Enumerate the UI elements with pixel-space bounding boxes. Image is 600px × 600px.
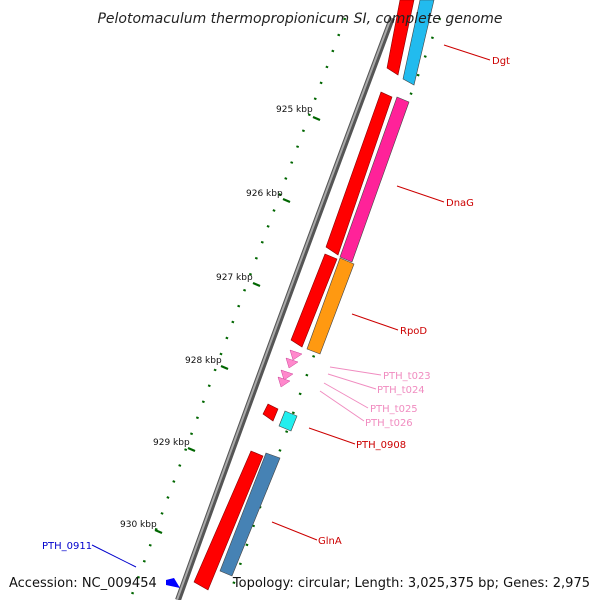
scale-label-929: 929 kbp [153,438,190,448]
leader-dnag [396,185,445,203]
gene-glna-forward [193,450,264,591]
gene-label-pth-t025: PTH_t025 [370,404,418,415]
map-title: Pelotomaculum thermopropionicum SI, comp… [97,11,502,27]
scale-ticks [154,115,321,535]
scale-label-926: 926 kbp [246,189,283,199]
leader-glna [271,521,318,541]
leader-pth-t025 [323,382,369,409]
trna-pth-t023 [289,349,303,361]
gene-rpod-forward [290,253,338,348]
trna-pth-t025 [280,369,294,381]
leader-pth-t026 [319,390,365,422]
trna-pth-t024 [285,357,299,369]
gene-labels: Dgt DnaG RpoD PTH_t023 PTH_t024 PTH_t025… [42,56,510,552]
accession-text: Accession: NC_009454 [9,576,157,591]
gene-pth-0908-feature [278,410,298,432]
scale-label-925: 925 kbp [276,105,313,115]
gene-label-pth-t024: PTH_t024 [377,385,425,396]
leader-pth-t024 [327,373,377,390]
gene-pth-0908-forward [262,403,279,422]
leader-pth-0911 [91,544,137,568]
gene-glna-feature [219,452,281,577]
forward-strand-genes [193,0,415,591]
scale-label-927: 927 kbp [216,273,253,283]
genome-summary-text: Topology: circular; Length: 3,025,375 bp… [232,576,590,591]
gene-label-glna: GlnA [318,536,342,547]
gene-rpod-feature [306,257,355,355]
gene-label-dgt: Dgt [492,56,510,67]
scale-label-930: 930 kbp [120,520,157,530]
scale-labels: 925 kbp 926 kbp 927 kbp 928 kbp 929 kbp … [120,105,313,530]
gene-dgt-forward [386,0,415,76]
label-leaders [91,44,491,568]
leader-pth-t023 [329,366,382,376]
leader-pth-0908 [308,427,356,445]
feature-strand-genes [219,0,435,577]
leader-dgt [443,44,491,61]
gene-label-pth-0911: PTH_0911 [42,541,92,552]
gene-dgt-feature [402,0,435,86]
gene-pth-0911 [166,578,180,588]
trna-genes [277,349,303,388]
leader-rpod [351,313,399,331]
gene-label-dnag: DnaG [446,198,474,209]
gene-label-pth-t026: PTH_t026 [365,418,413,429]
trna-pth-t026 [277,376,291,388]
gene-label-pth-0908: PTH_0908 [356,440,406,451]
gene-label-rpod: RpoD [400,326,427,337]
scale-label-928: 928 kbp [185,356,222,366]
gene-dnag-feature [339,96,410,263]
gene-label-pth-t023: PTH_t023 [383,371,431,382]
gene-dnag-forward [325,91,393,256]
